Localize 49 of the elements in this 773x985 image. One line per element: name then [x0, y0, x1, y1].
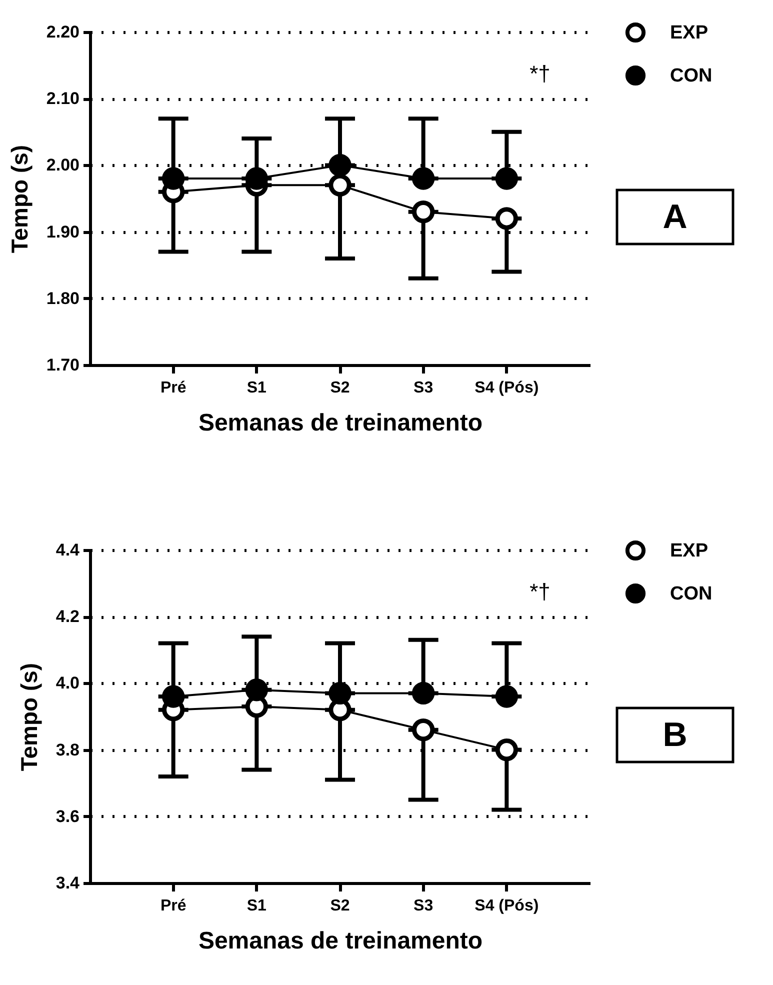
text: B: [662, 716, 688, 754]
y-tick-label: 1.70: [46, 356, 80, 374]
y-axis-title: Tempo (s): [6, 144, 32, 254]
y-tick-label: 3.4: [56, 874, 80, 892]
y-tick-label: 1.80: [46, 288, 80, 308]
point: [162, 167, 185, 190]
point: [412, 200, 435, 224]
x-tick-label: Pré: [160, 380, 186, 396]
y-tick-label: 2.20: [46, 22, 80, 42]
point: [412, 682, 435, 705]
point: [412, 718, 435, 742]
x-tick-label: S4 (Pós): [474, 898, 539, 914]
x-tick-label: S3: [414, 380, 434, 396]
y-axis-title: Tempo (s): [16, 662, 42, 772]
legend-label: EXP: [670, 22, 708, 44]
point: [328, 174, 352, 196]
y-tick-label: 2.00: [46, 156, 80, 175]
y-tick-label: 3.8: [56, 740, 80, 760]
x-tick-label: Pré: [160, 898, 186, 914]
point: [412, 167, 435, 190]
point: [495, 167, 518, 190]
y-tick-label: 3.6: [56, 806, 80, 826]
point: [328, 154, 352, 177]
legend-label: CON: [670, 584, 712, 604]
x-tick-label: S2: [330, 380, 350, 396]
x-tick-label: S2: [330, 898, 350, 914]
point: [495, 207, 518, 230]
legend-label: EXP: [670, 540, 708, 562]
y-tick-label: 4.0: [56, 674, 80, 693]
x-tick-label: S3: [414, 898, 434, 914]
x-tick-label: S1: [246, 898, 267, 914]
x-tick-label: S1: [246, 380, 267, 396]
point: [245, 167, 268, 190]
legend-label: CON: [670, 66, 712, 86]
y-tick-label: 1.90: [46, 222, 80, 242]
point: [245, 678, 268, 702]
y-tick-label: 2.10: [46, 89, 80, 108]
annotation: *†: [530, 61, 550, 86]
y-tick-label: 4.2: [56, 607, 80, 626]
annotation: *†: [530, 579, 550, 604]
text: A: [662, 198, 688, 236]
y-tick-label: 4.4: [56, 540, 80, 560]
point: [495, 738, 518, 762]
x-axis-title: Semanas de treinamento: [198, 410, 483, 436]
x-tick-label: S4 (Pós): [474, 380, 539, 396]
point: [495, 685, 518, 708]
point: [328, 682, 352, 705]
x-axis-title: Semanas de treinamento: [198, 928, 483, 954]
point: [162, 685, 185, 708]
